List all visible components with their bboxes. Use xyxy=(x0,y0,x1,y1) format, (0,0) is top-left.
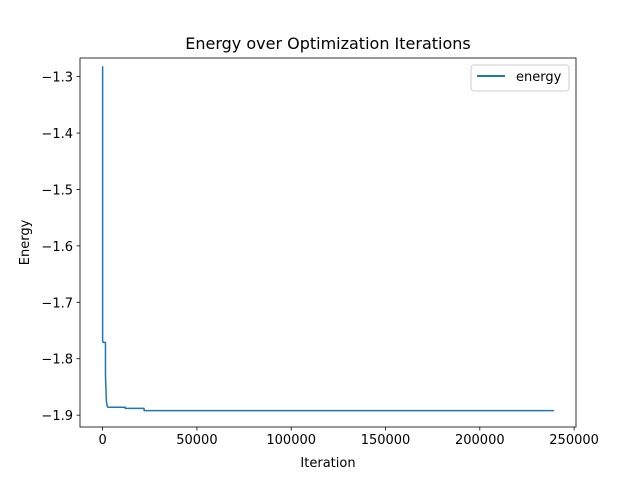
chart-title: Energy over Optimization Iterations xyxy=(185,34,471,53)
x-tick-label: 250000 xyxy=(549,433,599,448)
plot-area xyxy=(79,57,577,428)
x-tick-label: 100000 xyxy=(266,433,316,448)
legend-label-energy: energy xyxy=(516,70,562,85)
plot-background xyxy=(80,58,576,427)
y-tick-label: −1.9 xyxy=(41,409,73,424)
y-axis-label: Energy xyxy=(18,219,33,265)
y-tick-label: −1.5 xyxy=(41,183,73,198)
legend: energy xyxy=(470,64,570,92)
y-tick-label: −1.4 xyxy=(41,127,73,142)
x-axis-label: Iteration xyxy=(300,456,355,471)
y-tick-label: −1.7 xyxy=(41,296,73,311)
y-axis: −1.3 −1.4 −1.5 −1.6 −1.7 −1.8 −1.9 xyxy=(41,71,80,424)
x-axis: 0 50000 100000 150000 200000 250000 xyxy=(98,427,599,448)
series-line-energy xyxy=(101,66,555,412)
y-tick-label: −1.8 xyxy=(41,353,73,368)
y-tick-label: −1.3 xyxy=(41,71,73,86)
x-tick-label: 150000 xyxy=(361,433,411,448)
legend-frame xyxy=(470,64,570,92)
x-tick-label: 200000 xyxy=(455,433,505,448)
series-layer xyxy=(101,66,555,412)
x-tick-label: 0 xyxy=(98,433,106,448)
y-tick-label: −1.6 xyxy=(41,240,73,255)
plot-frame xyxy=(79,57,577,428)
x-tick-label: 50000 xyxy=(176,433,217,448)
